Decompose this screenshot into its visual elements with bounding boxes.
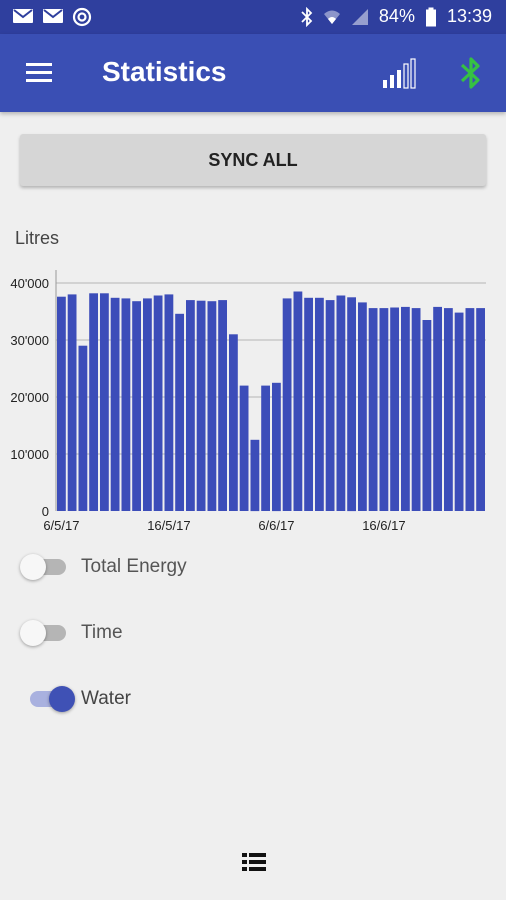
chart-bar [164,294,174,511]
chart-bar [358,302,367,511]
sync-all-button[interactable]: SYNC ALL [20,134,486,186]
chart-bar [465,308,475,511]
chart-bar [293,291,303,511]
chart-bar [100,293,109,511]
chart-bar [347,297,356,512]
wifi-icon [323,10,340,24]
chart-bar [261,385,270,511]
water-toggle[interactable] [49,686,75,712]
x-tick-label: 16/6/17 [362,518,405,533]
total-energy-toggle[interactable] [20,554,46,580]
chart-bar [121,298,131,511]
clock: 13:39 [446,6,492,26]
y-tick-label: 0 [42,504,49,519]
chart-bar [67,294,77,511]
chart-bar [110,297,120,511]
toggle-row-total-energy[interactable]: Total Energy [0,547,506,587]
signal-strength-icon[interactable] [380,56,420,90]
mail-icon [43,9,63,23]
page-title: Statistics [102,56,227,87]
chart-bar [379,308,389,511]
x-tick-label: 6/5/17 [43,518,79,533]
status-bar: 84% 13:39 [0,0,506,34]
toggle-row-time[interactable]: Time [0,613,506,653]
cell-signal-icon [351,8,368,25]
chart-bar [239,385,249,511]
x-tick-label: 6/6/17 [258,518,294,533]
battery-icon [425,7,436,26]
y-tick-label: 20'000 [10,390,49,405]
time-toggle[interactable] [20,620,46,646]
y-tick-label: 30'000 [10,333,49,348]
menu-icon[interactable] [24,60,54,86]
chart-bar [57,296,66,511]
chart-bar [186,300,195,511]
chart-bar [325,300,335,511]
bluetooth-icon [301,6,313,27]
chart-bar [422,320,432,511]
list-view-icon[interactable] [242,852,266,872]
notification-icons [12,7,92,27]
chart-bar [433,306,442,511]
app-bar: Statistics [0,34,506,112]
sync-circle-icon [72,7,92,27]
chart-bar [207,301,217,511]
chart-bar [153,295,163,511]
water-bar-chart: 0 10'000 20'000 30'000 40'000 6/5/17 16/5/17 6/… [10,270,486,533]
y-tick-label: 40'000 [10,276,49,291]
chart-bar [78,345,88,511]
chart-bar [143,298,152,511]
chart-bar [132,301,141,511]
chart-bar [89,293,98,511]
chart-bar [282,298,292,511]
chart-bar [444,308,453,511]
mail-icon [13,9,33,23]
chart-bar [218,300,227,511]
battery-percent: 84% [378,6,415,26]
chart-bar [229,334,238,511]
chart-bar [454,312,464,511]
chart-bar [336,295,346,511]
toggle-label-water: Water [81,688,131,709]
toggle-row-water[interactable]: Water [0,679,506,719]
chart-bar [304,297,313,511]
chart-bar [411,308,421,511]
chart-bar [315,297,324,511]
toggle-label-time: Time [81,622,123,643]
toggle-label-total-energy: Total Energy [81,556,187,577]
chart-bar [390,307,399,511]
chart-bar [476,308,485,511]
bluetooth-icon[interactable] [456,54,486,92]
chart-bar [368,308,378,511]
chart-y-axis-label: Litres [15,228,60,248]
y-tick-label: 10'000 [10,447,49,462]
chart-bar [250,439,260,512]
x-tick-label: 16/5/17 [147,518,190,533]
chart-bar [196,300,206,511]
chart-bar [175,313,184,511]
chart-bar [401,306,410,511]
system-indicators: 84% 13:39 [301,6,492,27]
chart-bar [272,382,281,512]
